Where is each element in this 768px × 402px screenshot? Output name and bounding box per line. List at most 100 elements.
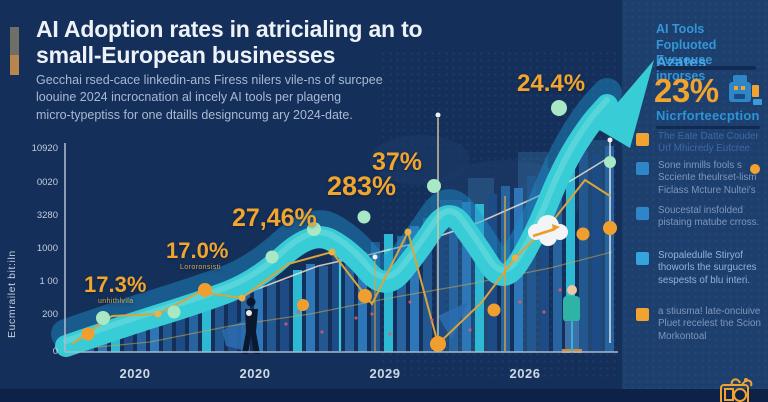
- bar: [410, 226, 419, 352]
- bar: [241, 292, 250, 352]
- mint-dot: [551, 100, 567, 116]
- mint-dot: [265, 250, 279, 264]
- bg-blob: [370, 135, 470, 185]
- rise-line: [65, 251, 613, 351]
- sidebar-title: AI Tools Fopluoted Everouse inrorses: [656, 22, 717, 83]
- gold-dot: [238, 294, 246, 302]
- orange-dot: [297, 299, 309, 311]
- gold-dot: [548, 218, 556, 226]
- red-dot: [542, 310, 546, 314]
- person-shoe: [562, 349, 571, 353]
- legend-item-text: Sone inmills fools s Scciente theulrset-…: [658, 160, 757, 196]
- legend-item: a stiusma! late-onciuive Pluet recelest …: [636, 306, 762, 343]
- legend-item: Sropaledulle Stiryof thoworls the surguc…: [636, 250, 762, 287]
- legend-swatch-icon: [636, 133, 649, 146]
- x-tick-label: 2026: [510, 366, 541, 381]
- legend-swatch-icon: [636, 252, 649, 265]
- bar: [293, 270, 302, 352]
- bar: [553, 170, 562, 352]
- y-tick-label: 200: [42, 309, 58, 320]
- y-tick-label: 10920: [32, 143, 58, 154]
- stat-value: 23%: [654, 72, 719, 109]
- legend-swatch-icon: [636, 308, 649, 321]
- bar: [124, 326, 133, 352]
- percent-label: 27,46%: [232, 204, 317, 232]
- x-tick-label: 2029: [370, 366, 401, 381]
- page-title: AI Adoption rates in atricialing an to s…: [36, 16, 423, 69]
- person-silhouette-body: [242, 309, 260, 354]
- bar: [319, 266, 328, 352]
- cloud-arrow: [532, 227, 556, 238]
- orange-dot: [430, 336, 446, 352]
- orange-dot: [487, 303, 501, 317]
- sidebar-content: AI Tools Fopluoted Everouse inrorses Aza…: [622, 0, 768, 402]
- person-silhouette-object: [246, 310, 252, 316]
- cloud: [528, 224, 544, 240]
- bar: [540, 168, 549, 352]
- red-dot: [354, 316, 358, 320]
- soft-column: [440, 200, 462, 352]
- bar: [579, 152, 588, 352]
- person-head: [567, 285, 577, 295]
- percent-label: 283%: [327, 171, 397, 201]
- bar: [280, 280, 289, 352]
- orange-dot: [576, 227, 590, 241]
- bar: [436, 220, 445, 352]
- percent-label: 17.0% Lororonsisti: [166, 238, 229, 272]
- bar: [592, 154, 601, 352]
- bar: [111, 324, 120, 352]
- paper-plane: [438, 302, 468, 340]
- cloud: [537, 215, 559, 237]
- red-dot: [296, 310, 300, 314]
- ornament-icon: [712, 376, 760, 402]
- red-dot: [320, 330, 324, 334]
- legend-item: Soucestal insfolded pistaing matube crro…: [636, 205, 762, 230]
- red-dot: [468, 328, 472, 332]
- bar: [462, 202, 471, 352]
- orange-dot: [603, 221, 617, 235]
- bar: [449, 210, 458, 352]
- cloud: [552, 224, 568, 240]
- legend-swatch-icon: [636, 162, 649, 175]
- legend-item-text: a stiusma! late-onciuive Pluet recelest …: [658, 306, 761, 342]
- bar: [514, 188, 523, 352]
- gold-dot: [328, 248, 336, 256]
- bar: [176, 308, 185, 352]
- bar: [85, 330, 94, 352]
- y-tick-label: 3280: [37, 210, 58, 221]
- legend-item-text: The Eate Datte Couder Urf Mhicredy Eutcr…: [658, 131, 759, 155]
- legend-item-text: Soucestal insfolded pistaing matube crro…: [658, 205, 760, 229]
- bottom-band: [0, 389, 768, 402]
- bar: [228, 290, 237, 352]
- bar: [345, 250, 354, 352]
- person-leg: [573, 321, 579, 350]
- orange-dot: [198, 283, 212, 297]
- bar: [267, 278, 276, 352]
- x-tick-label: 2020: [240, 366, 271, 381]
- bg-blob: [430, 160, 580, 240]
- red-dot: [388, 332, 392, 336]
- bar: [605, 146, 614, 352]
- y-tick-label: 0: [53, 346, 58, 357]
- bar: [306, 264, 315, 352]
- percent-label: 17.3% unhithlvila: [84, 272, 147, 306]
- legend-swatch-icon: [636, 207, 649, 220]
- legend-item: The Eate Datte Couder Urf Mhicredy Eutcr…: [636, 131, 762, 156]
- bar: [384, 234, 393, 352]
- gold-dot: [511, 254, 519, 262]
- y-axis-unit-label: Eucmrailet bit:iln: [6, 250, 18, 338]
- y-tick-label: 1000: [37, 243, 58, 254]
- percent-sublabel: unhithlvila: [98, 298, 134, 305]
- bar: [371, 242, 380, 352]
- orange-dot: [81, 327, 95, 341]
- ribbon-main: [55, 94, 618, 357]
- divider: [656, 126, 760, 129]
- ribbon-highlight: [63, 97, 610, 344]
- cream-line: [71, 157, 609, 347]
- gold-dot: [404, 228, 412, 236]
- mint-dot: [357, 210, 371, 224]
- bar: [501, 186, 510, 352]
- soft-column: [468, 178, 494, 352]
- bar: [475, 204, 484, 352]
